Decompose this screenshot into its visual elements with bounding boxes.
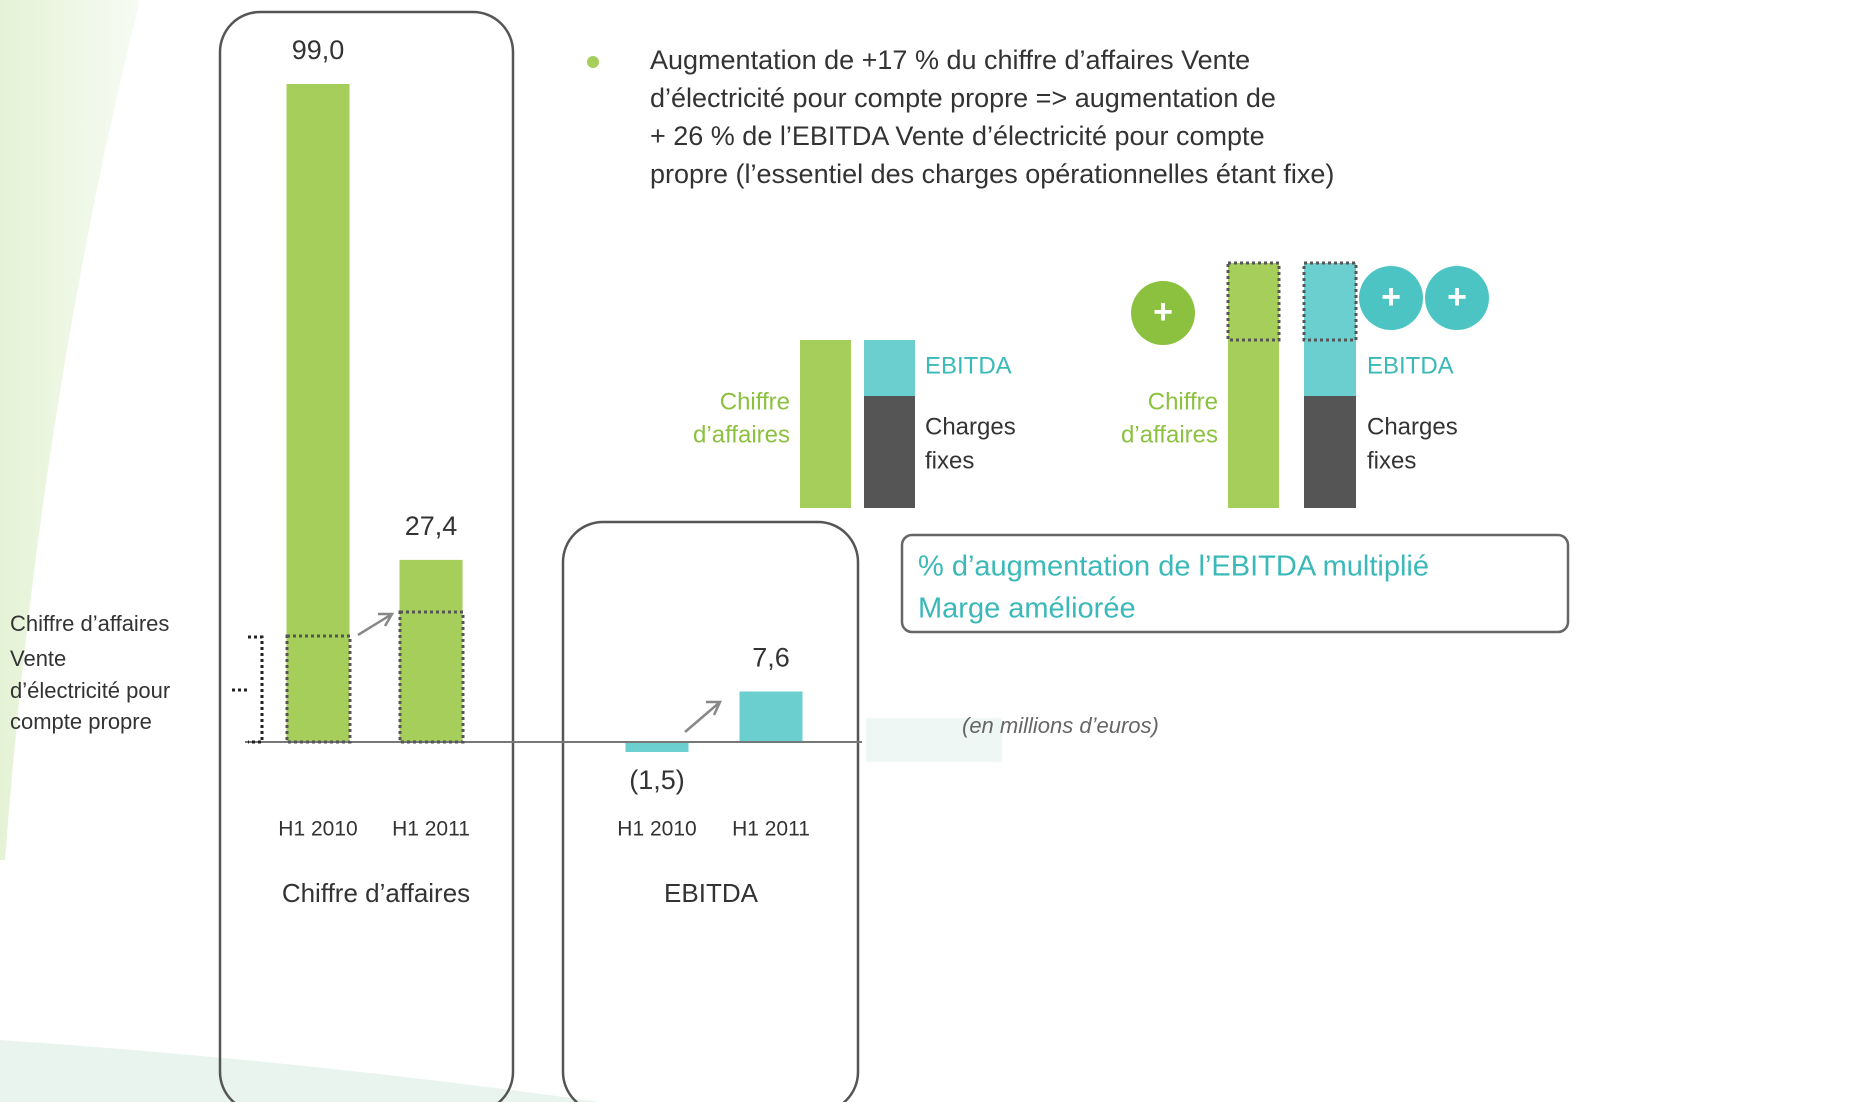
x-tick-label: H1 2011 (732, 818, 810, 841)
highlight-box (1302, 261, 1358, 342)
callout-text: Marge améliorée (918, 593, 1136, 625)
diagram-label: Charges (925, 413, 1016, 440)
background-shape (0, 1040, 600, 1102)
chart-title: EBITDA (664, 878, 759, 908)
bullet-text: d’électricité pour compte propre => augm… (650, 83, 1276, 113)
bullet-text: + 26 % de l’EBITDA Vente d’électricité p… (650, 121, 1265, 151)
diagram-label: EBITDA (1367, 352, 1454, 379)
bullet-dot (587, 56, 599, 68)
highlight-box (1226, 261, 1281, 342)
diagram-label: d’affaires (693, 421, 790, 448)
arrows (357, 612, 722, 733)
x-tick-label: H1 2011 (392, 818, 470, 841)
bar (739, 691, 803, 742)
bar (286, 84, 350, 742)
plus-sign: + (1447, 278, 1467, 316)
background-shape (866, 718, 1002, 762)
plus-icon (1359, 266, 1423, 330)
value-label: 27,4 (405, 511, 458, 541)
bullet-text: propre (l’essentiel des charges opératio… (650, 159, 1334, 189)
diagram-bar (1304, 396, 1356, 508)
annotation: Chiffre d’affaires (10, 611, 169, 636)
highlight-box (285, 634, 352, 744)
diagram-bar (864, 340, 915, 396)
plus-icon (1131, 281, 1195, 345)
chart-title: Chiffre d’affaires (282, 878, 470, 908)
x-tick-label: H1 2010 (278, 818, 357, 841)
diagram-label: Chiffre (1148, 388, 1218, 415)
callout-box (900, 533, 1570, 634)
annotation: d’électricité pour (10, 678, 170, 703)
bar (625, 742, 689, 752)
x-tick-label: H1 2010 (617, 818, 696, 841)
highlight-box (398, 610, 465, 744)
diagram-label: EBITDA (925, 352, 1012, 379)
annotation: Vente (10, 646, 66, 671)
value-label: 7,6 (752, 643, 790, 673)
charts: 99,0 H1 2010 27,4 H1 2011 Chiffre d’affaires… (278, 35, 810, 908)
bullet-text: Augmentation de +17 % du chiffre d’affai… (650, 45, 1250, 75)
value-label: 99,0 (292, 35, 345, 65)
plus-icon (1425, 266, 1489, 330)
bar (399, 559, 463, 742)
plus-sign: + (1153, 293, 1173, 331)
plus-sign: + (1381, 278, 1401, 316)
value-label: (1,5) (629, 765, 685, 795)
unit-note: (en millions d’euros) (962, 713, 1159, 738)
annotation: compte propre (10, 709, 152, 734)
bracket (232, 635, 264, 744)
diagram-bar (800, 340, 851, 508)
diagram-bar (864, 396, 915, 508)
diagram-label: fixes (1367, 447, 1416, 474)
diagram-label: fixes (925, 447, 974, 474)
callout-text: % d’augmentation de l’EBITDA multiplié (918, 551, 1429, 583)
diagram-bar (1228, 263, 1279, 508)
chart-frame (218, 10, 515, 1102)
diagram-label: Charges (1367, 413, 1458, 440)
diagram-bar (1304, 263, 1356, 396)
background-shape (0, 0, 140, 860)
chart-frame (561, 520, 860, 1102)
diagram-label: Chiffre (720, 388, 790, 415)
diagram-label: d’affaires (1121, 421, 1218, 448)
